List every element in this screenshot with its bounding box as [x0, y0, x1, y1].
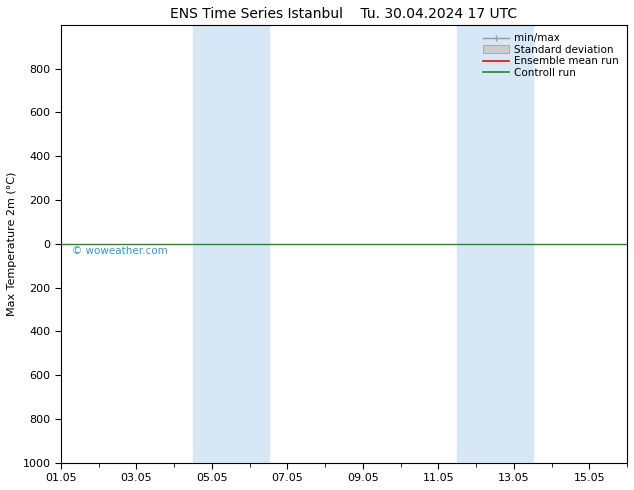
Bar	[193, 25, 269, 463]
Bar	[457, 25, 533, 463]
Legend: min/max, Standard deviation, Ensemble mean run, Controll run: min/max, Standard deviation, Ensemble me…	[479, 30, 622, 81]
Text: © woweather.com: © woweather.com	[72, 246, 168, 256]
Title: ENS Time Series Istanbul    Tu. 30.04.2024 17 UTC: ENS Time Series Istanbul Tu. 30.04.2024 …	[171, 7, 517, 21]
Y-axis label: Max Temperature 2m (°C): Max Temperature 2m (°C)	[7, 172, 17, 316]
